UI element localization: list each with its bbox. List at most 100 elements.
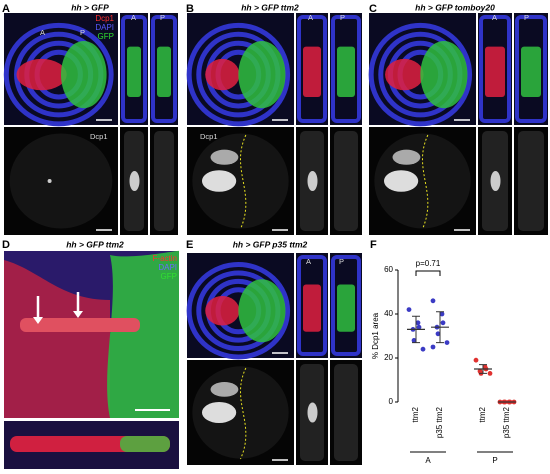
tissue: [297, 255, 327, 356]
dcp1-signal: [490, 171, 501, 191]
y-tick-label: 20: [384, 353, 393, 362]
error-bar: [436, 311, 444, 344]
green-signal: [521, 46, 541, 97]
red-signal: [485, 46, 505, 97]
channel-label: DAPI: [158, 263, 177, 272]
strip-label: A: [308, 13, 313, 22]
red-signal: [4, 260, 110, 418]
data-point: [435, 331, 441, 337]
channel-label: GFP: [98, 32, 114, 41]
channel-label: Dcp1: [95, 14, 114, 23]
strip-label: A: [306, 257, 311, 266]
axis-mark: P: [80, 28, 85, 37]
tissue: [297, 15, 327, 123]
red-signal: [16, 58, 67, 91]
green-signal: [238, 41, 286, 109]
significance-bracket: [415, 270, 441, 276]
error-bar: [479, 364, 487, 374]
tissue: [334, 131, 358, 231]
tissue: [9, 133, 113, 229]
panel-title: hh > GFP ttm2: [66, 239, 124, 249]
channel-label: Dcp1: [200, 132, 218, 141]
data-point: [430, 344, 436, 350]
data-point: [439, 311, 445, 317]
panel-letter: A: [2, 3, 10, 15]
green-signal: [157, 46, 171, 97]
green-signal: [238, 279, 286, 343]
arrow-head: [33, 317, 43, 324]
outline: [240, 367, 247, 460]
data-point: [406, 307, 412, 312]
channel-label: F-actin: [153, 254, 177, 263]
tissue-fold: [186, 262, 291, 360]
green-signal: [107, 250, 179, 418]
strip-label: P: [339, 257, 344, 266]
dcp1-signal: [392, 149, 421, 165]
channel-label: DAPI: [95, 23, 114, 32]
panel-title: hh > GFP: [71, 2, 109, 12]
tissue: [151, 15, 177, 123]
y-tick-label: 0: [389, 397, 394, 406]
tissue-fold: [3, 22, 114, 127]
red-signal: [205, 58, 240, 91]
data-point: [487, 371, 493, 376]
red-signal: [303, 284, 321, 332]
channel-label: GFP: [161, 272, 177, 281]
x-tick-label: ttm2: [478, 406, 487, 422]
data-point: [416, 324, 422, 330]
data-point: [444, 340, 450, 345]
dot-plot: 0 20 40 60 % Dcp1 area ttm2 p35 ttm2 ttm2 p35 tt…: [371, 259, 517, 465]
micrographs: [3, 13, 548, 469]
x-tick-label: ttm2: [411, 406, 420, 422]
y-tick-label: 60: [384, 265, 393, 274]
dcp1-signal: [47, 179, 52, 183]
green-signal: [127, 46, 141, 97]
dcp1-signal: [129, 171, 140, 191]
data-point: [430, 298, 436, 304]
panel-letter: D: [2, 239, 10, 251]
green-signal: [120, 436, 170, 452]
strip-label: P: [340, 13, 345, 22]
tissue: [331, 15, 361, 123]
dcp1-signal: [201, 402, 237, 423]
strip-label: A: [492, 13, 497, 22]
x-tick-label: p35 ttm2: [435, 406, 444, 438]
arrow-head: [73, 311, 83, 318]
green-signal: [420, 41, 468, 109]
group-label: P: [492, 456, 497, 465]
tissue: [334, 364, 358, 461]
channel-label: Dcp1: [90, 132, 108, 141]
data-point: [440, 320, 446, 326]
data-point: [420, 346, 426, 352]
dcp1-signal: [210, 382, 239, 397]
red-signal: [205, 296, 240, 326]
tissue: [479, 15, 511, 123]
green-signal: [337, 284, 355, 332]
panel-letter: C: [369, 3, 377, 15]
y-axis-label: % Dcp1 area: [371, 312, 380, 359]
strip-label: A: [131, 13, 136, 22]
red-signal: [303, 46, 321, 97]
annotation: p=0.71: [416, 259, 441, 268]
dcp1-signal: [307, 402, 318, 423]
dcp1-signal: [307, 171, 318, 191]
tissue: [518, 131, 544, 231]
red-signal: [385, 58, 424, 91]
tissue: [154, 131, 174, 231]
dcp1-signal: [210, 149, 239, 165]
green-signal: [337, 46, 355, 97]
x-tick-label: p35 ttm2: [502, 406, 511, 438]
dcp1-signal: [383, 170, 419, 192]
panel-title: hh > GFP ttm2: [241, 2, 299, 12]
panel-letter: F: [370, 239, 377, 251]
green-signal: [61, 41, 107, 109]
panel-letter: B: [186, 3, 194, 15]
group-label: A: [425, 456, 431, 465]
tissue: [515, 15, 547, 123]
tissue: [331, 255, 361, 356]
panel-letter: E: [186, 239, 193, 251]
data-point: [415, 320, 421, 326]
error-bar: [412, 315, 420, 344]
tissue-fold: [368, 22, 473, 127]
